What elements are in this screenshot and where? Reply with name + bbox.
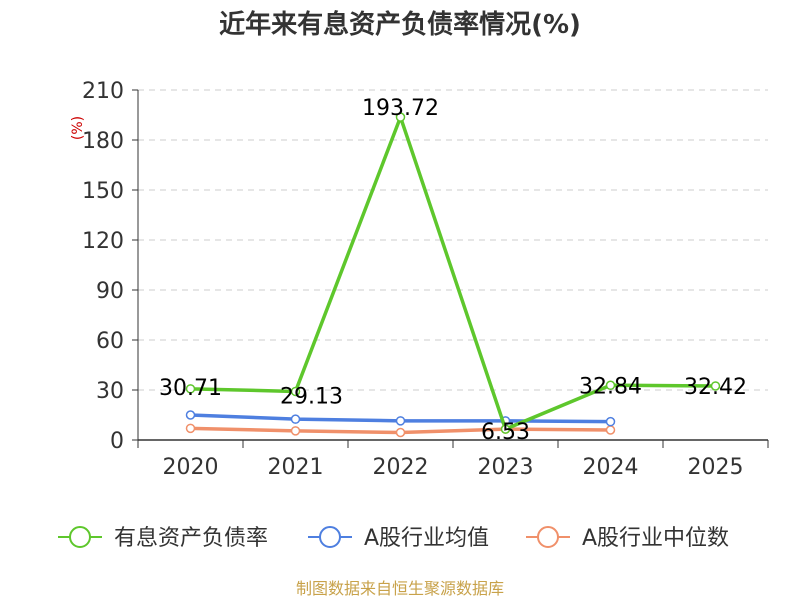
data-labels: 30.71 29.13 193.72 6.53 32.84 32.42 [159, 96, 747, 445]
data-label: 6.53 [481, 420, 530, 445]
data-point[interactable] [605, 416, 616, 427]
series-line [190, 115, 716, 431]
grid [138, 89, 768, 391]
y-tick-label: 210 [82, 79, 124, 104]
y-tick-label: 60 [96, 329, 124, 354]
data-point[interactable] [185, 423, 196, 434]
legend-marker [69, 526, 91, 548]
x-tick-label: 2023 [478, 455, 534, 480]
axes: 0 30 60 90 120 150 180 210 2020 2021 2022 2023 2024 2… [82, 79, 769, 480]
y-axis-unit-label: (%) [70, 116, 86, 140]
x-tick-label: 2021 [268, 455, 324, 480]
legend[interactable]: 有息资产负债率 A股行业均值 A股行业中位数 [58, 526, 729, 551]
legend-label: A股行业中位数 [582, 526, 729, 551]
legend-item[interactable]: A股行业均值 [308, 526, 489, 551]
data-point[interactable] [500, 424, 511, 434]
data-label: 193.72 [362, 96, 439, 121]
data-point[interactable] [395, 427, 406, 438]
data-point[interactable] [605, 380, 616, 391]
data-point[interactable] [290, 386, 301, 397]
data-label: 30.71 [159, 376, 222, 401]
data-point[interactable] [185, 384, 196, 394]
y-tick-label: 150 [82, 179, 124, 204]
legend-marker [537, 526, 559, 548]
source-note: 制图数据来自恒生聚源数据库 [296, 579, 504, 598]
y-tick-label: 120 [82, 229, 124, 254]
x-tick-label: 2020 [163, 455, 219, 480]
legend-item[interactable]: A股行业中位数 [526, 526, 729, 551]
data-label: 32.84 [579, 374, 642, 399]
legend-marker [319, 526, 341, 548]
data-point[interactable] [290, 426, 301, 436]
data-point[interactable] [605, 425, 616, 435]
legend-label: 有息资产负债率 [114, 526, 268, 551]
data-point[interactable] [290, 414, 301, 424]
legend-item[interactable]: 有息资产负债率 [58, 526, 268, 551]
chart-title: 近年来有息资产负债率情况(%) [219, 9, 581, 40]
series [185, 112, 721, 438]
x-tick-label: 2022 [373, 455, 429, 480]
data-point[interactable] [395, 112, 406, 122]
data-label: 29.13 [280, 384, 343, 409]
x-tick-label: 2025 [688, 455, 744, 480]
data-point[interactable] [710, 381, 721, 391]
data-label: 32.42 [684, 375, 747, 400]
y-tick-label: 30 [96, 379, 124, 404]
data-point[interactable] [395, 416, 406, 426]
y-tick-label: 90 [96, 279, 124, 304]
x-tick-label: 2024 [583, 455, 639, 480]
data-point[interactable] [185, 410, 196, 420]
legend-label: A股行业均值 [364, 526, 489, 551]
y-tick-label: 0 [110, 429, 124, 454]
y-tick-label: 180 [82, 129, 124, 154]
